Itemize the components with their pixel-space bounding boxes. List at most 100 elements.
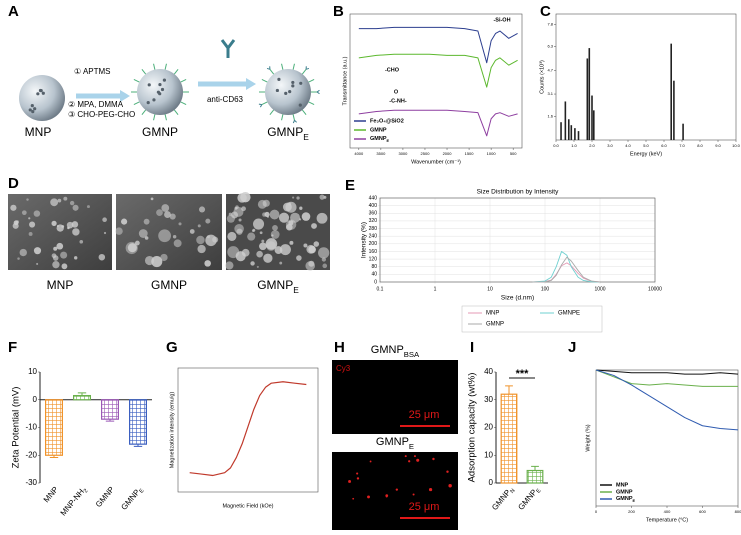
sem-particle [319,194,325,200]
x-tick-label: 0.1 [377,286,384,292]
y-tick-label: 0 [489,478,494,487]
panel-letter: C [540,3,551,20]
sem-particle [238,218,242,222]
spot [404,455,407,458]
legend-label: GMNPE [370,136,390,143]
antibody [266,66,271,70]
particle [137,69,183,115]
annotation: O [394,89,399,95]
y-axis-label: Weight (%) [585,424,591,451]
panel-letter: J [568,339,576,356]
pore [147,83,151,87]
error-bar [49,455,59,458]
pore [299,81,303,85]
spot [446,470,449,473]
y-tick-label: 7.8 [547,21,553,26]
ligand [180,78,187,83]
sem-particle [259,231,263,235]
pore [30,104,34,108]
sem-particle [212,236,219,243]
sem-particle [72,204,79,211]
sem-particle [160,253,168,262]
sem-particle [98,253,106,261]
sem-particle [296,255,302,261]
sem-particle [115,227,123,235]
pore [152,98,156,102]
sem-particle [227,231,237,241]
sem-particle [263,253,273,263]
x-tick-label: 2.0 [589,143,595,148]
fluorescence-image [332,360,458,434]
ligand [269,109,275,115]
step: ① APTMS [74,67,111,76]
significance-label: *** [516,368,530,380]
ligand [281,63,284,70]
sem-particle [262,212,267,217]
sem-particle [102,217,107,223]
ligand [292,63,295,70]
ligand [301,109,307,115]
particle-label: GMNPE [267,125,309,142]
particle [19,75,65,121]
label-sub: E [293,285,299,295]
sem-particle [301,212,311,221]
sem-particle [52,261,60,269]
antibody [258,103,263,108]
ligand [153,114,156,121]
x-tick-label: 4000 [354,151,364,156]
pore [31,109,35,114]
sem-particle [237,193,247,203]
bar [100,399,119,420]
antibody [292,119,297,124]
x-tick-label: 2500 [421,151,431,156]
panel-letter: I [470,339,474,356]
y-tick-label: 0 [374,279,377,285]
ligand [141,109,147,115]
panel-letter: D [8,175,19,192]
sem-image [8,194,112,270]
sem-particle [259,242,267,251]
x-tick-label: 0 [595,509,598,514]
spot [352,497,355,500]
series-line [358,109,518,137]
legend-label-sub: E [387,139,390,143]
ligand [153,63,156,70]
bar [526,469,544,484]
sem-particle [251,229,255,233]
x-tick-label: 1500 [465,151,475,156]
spot [413,455,416,458]
pore [39,89,43,93]
sem-particle [26,198,29,201]
series-line [358,53,518,88]
y-tick-label: 4.7 [547,67,553,72]
x-tick-label: 10 [487,286,493,292]
sem-particle [318,247,330,259]
spot [356,477,360,480]
sem-particle [289,240,294,245]
y-tick-label: 400 [369,203,378,209]
y-tick-label: 320 [369,218,378,224]
sem-particle [272,224,278,231]
plot-frame [379,197,656,283]
sem-particle [257,199,267,209]
bar [72,394,91,401]
label-main: GMNP [376,436,409,448]
sem-particle [161,204,170,212]
series-line [532,251,601,283]
x-tick-label: 600 [699,509,706,514]
sem-particle [196,235,205,245]
pore [156,90,161,94]
sem-particle [56,242,64,250]
series-line [595,369,739,375]
sem-particle [169,213,176,220]
particle [265,69,311,115]
sem-particle [247,232,256,241]
sem-particle [63,196,68,201]
y-tick-label: 0 [33,395,38,404]
sem-particle [19,248,27,257]
sem-particle [311,223,317,229]
chart-title: Size Distribution by Intensity [477,189,559,196]
sem-particle [72,228,80,236]
arrow-head [246,78,256,90]
antibody-icon [220,39,236,58]
